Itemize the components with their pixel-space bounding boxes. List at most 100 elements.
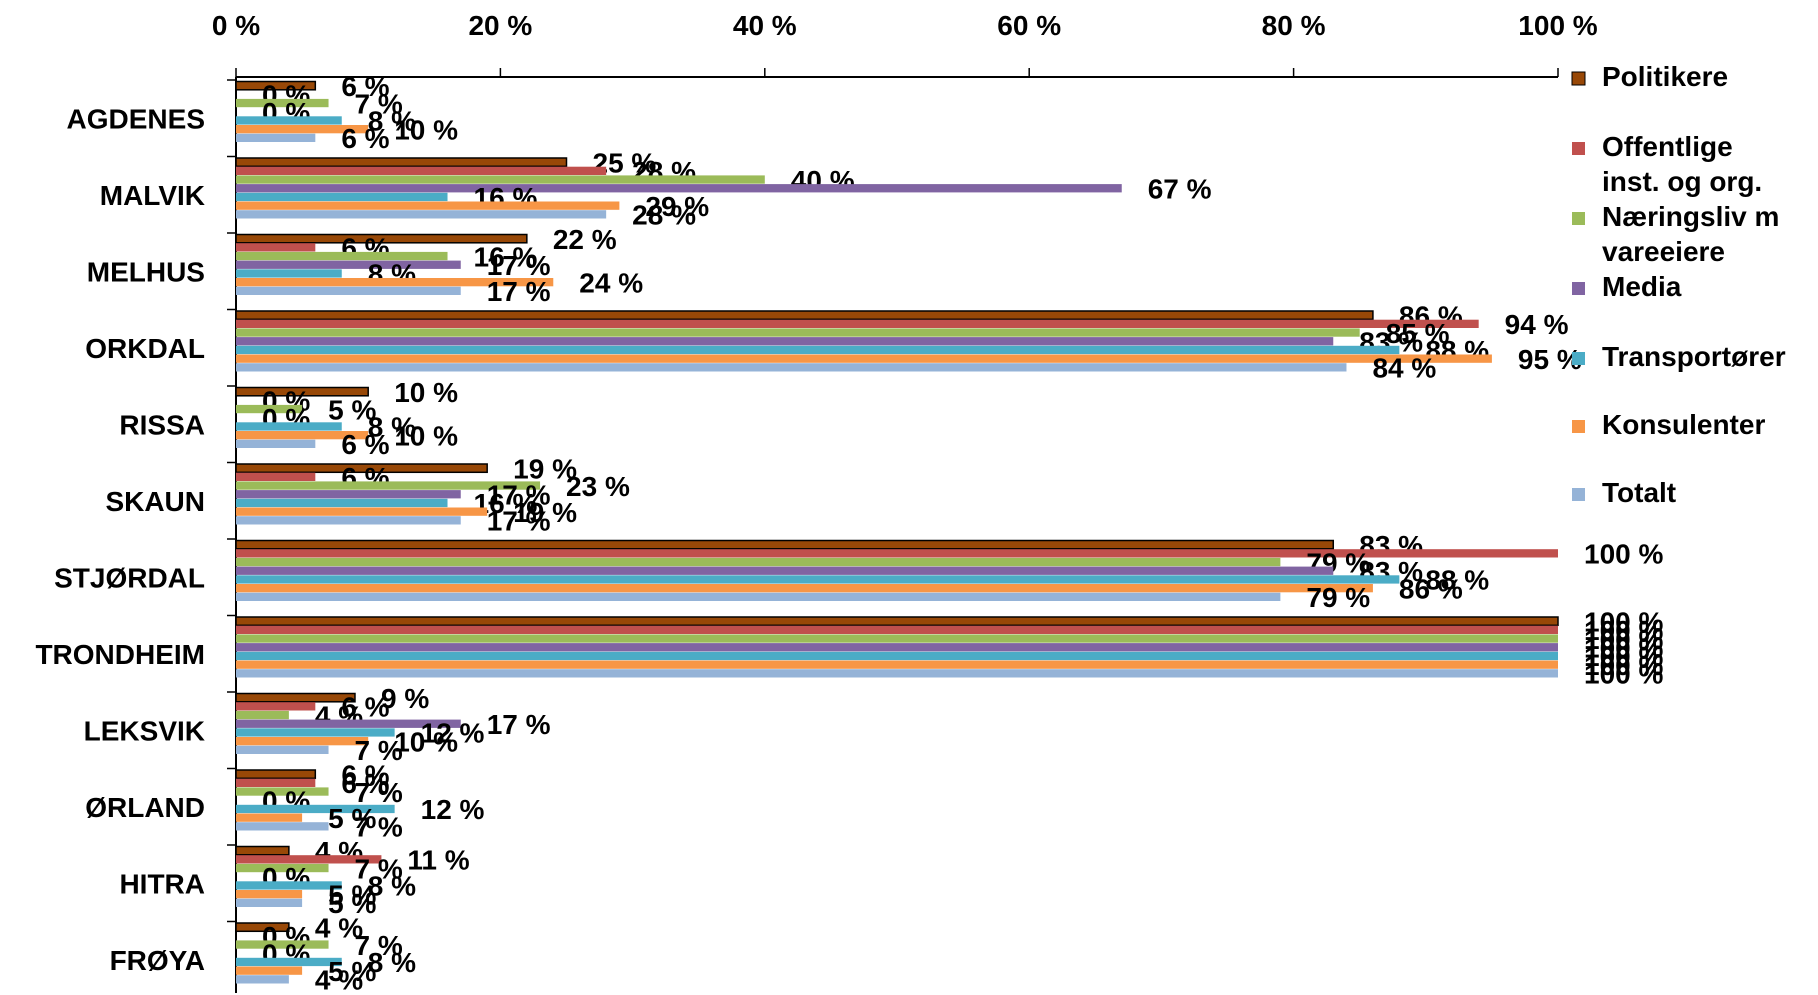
bar	[236, 728, 395, 737]
data-label: 84 %	[1372, 353, 1436, 384]
category-label: MALVIK	[100, 180, 205, 211]
bar	[236, 166, 607, 175]
data-label: 100 %	[1584, 615, 1663, 646]
data-label: 95 %	[1518, 344, 1582, 375]
bar	[236, 481, 541, 490]
data-label: 17 %	[487, 709, 551, 740]
legend-swatch	[1572, 212, 1585, 225]
bar	[236, 863, 329, 873]
bar	[236, 566, 1334, 575]
bar	[236, 516, 461, 525]
data-label: 79 %	[1306, 582, 1370, 613]
data-label: 94 %	[1505, 309, 1569, 340]
bar	[236, 575, 1400, 584]
data-label: 85 %	[1386, 318, 1450, 349]
bar	[236, 940, 329, 949]
bar	[235, 769, 317, 780]
bar	[236, 778, 316, 787]
data-label: 88 %	[1425, 565, 1489, 596]
bar	[236, 422, 342, 431]
data-label: 19 %	[513, 497, 577, 528]
data-label: 100 %	[1584, 650, 1663, 681]
bar	[236, 125, 369, 134]
bar	[236, 822, 329, 831]
category-label: LEKSVIK	[84, 715, 205, 746]
data-label: 7 %	[355, 735, 403, 766]
data-label: 100 %	[1584, 539, 1663, 570]
bar	[236, 745, 329, 754]
data-label: 8 %	[368, 871, 416, 902]
data-label: 5 %	[328, 879, 376, 910]
data-label: 6 %	[341, 692, 389, 723]
legend-label: Totalt	[1602, 477, 1676, 508]
data-label: 17 %	[487, 506, 551, 537]
bar	[236, 490, 461, 499]
bar	[235, 157, 568, 168]
bar	[236, 702, 316, 711]
bar	[236, 319, 1479, 328]
data-label: 22 %	[553, 224, 617, 255]
x-tick-label: 0 %	[212, 10, 260, 41]
bar	[236, 592, 1281, 601]
legend-swatch	[1572, 142, 1585, 155]
bar	[236, 669, 1558, 678]
data-label: 67 %	[1148, 173, 1212, 204]
data-label: 7 %	[355, 88, 403, 119]
bar	[236, 439, 316, 448]
bar	[236, 404, 303, 414]
bar	[236, 354, 1492, 363]
data-label: 10 %	[394, 377, 458, 408]
data-label: 100 %	[1584, 659, 1663, 690]
bar	[236, 813, 303, 822]
legend-label: Transportører	[1602, 341, 1786, 372]
bar	[236, 345, 1400, 355]
category-label: TRONDHEIM	[35, 639, 205, 670]
bar	[236, 337, 1334, 346]
bar	[236, 269, 342, 278]
bar	[235, 386, 369, 397]
bar	[236, 431, 369, 440]
legend-swatch	[1572, 282, 1585, 295]
bar	[236, 549, 1558, 558]
bar	[236, 133, 316, 142]
bar	[236, 804, 395, 814]
category-label: MELHUS	[87, 256, 205, 287]
bar	[235, 80, 317, 91]
data-label: 11 %	[407, 845, 469, 876]
data-label: 10 %	[394, 420, 458, 451]
legend-label: Næringsliv m	[1602, 201, 1779, 232]
bar	[235, 616, 1559, 627]
data-label: 7 %	[355, 777, 403, 808]
x-tick-label: 60 %	[997, 10, 1061, 41]
data-label: 8 %	[368, 412, 416, 443]
bar	[235, 692, 356, 703]
legend-label: Media	[1602, 271, 1682, 302]
data-label: 5 %	[328, 394, 376, 425]
bar	[236, 737, 369, 746]
category-label: RISSA	[119, 409, 205, 440]
data-label: 28 %	[632, 200, 696, 231]
data-label: 10 %	[394, 726, 458, 757]
data-label: 9 %	[381, 683, 429, 714]
bar	[236, 243, 316, 252]
bar	[236, 890, 303, 899]
bar	[236, 363, 1347, 372]
data-label: 23 %	[566, 471, 630, 502]
x-tick-label: 100 %	[1518, 10, 1597, 41]
category-label: AGDENES	[67, 103, 205, 134]
data-label: 17 %	[487, 276, 551, 307]
legend-label: Offentlige	[1602, 131, 1733, 162]
bar	[236, 278, 554, 287]
data-label: 17 %	[487, 479, 551, 510]
data-label: 6 %	[341, 768, 389, 799]
legend-swatch	[1572, 420, 1585, 433]
legend-label: inst. og org.	[1602, 166, 1762, 197]
data-label: 7 %	[355, 853, 403, 884]
data-label: 4 %	[315, 912, 363, 943]
bar	[235, 539, 1335, 550]
data-label: 17 %	[487, 250, 551, 281]
data-label: 8 %	[368, 106, 416, 137]
bar	[236, 975, 289, 984]
bar	[236, 498, 448, 508]
